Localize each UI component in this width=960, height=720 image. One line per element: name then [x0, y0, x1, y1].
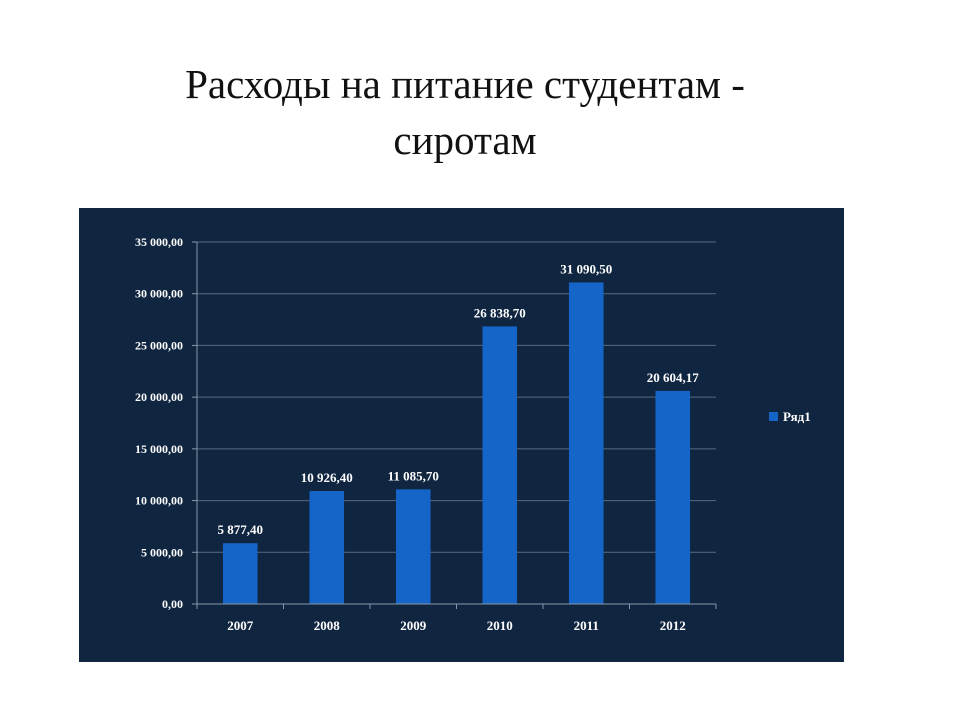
- y-tick-label: 20 000,00: [135, 390, 183, 404]
- slide-title: Расходы на питание студентам - сиротам: [0, 56, 930, 168]
- axis-layer: [192, 241, 717, 609]
- data-label: 26 838,70: [474, 305, 526, 320]
- data-label: 10 926,40: [301, 470, 353, 485]
- y-tick-label: 5 000,00: [141, 545, 183, 559]
- y-tick-label: 0,00: [162, 597, 183, 611]
- bar-chart: 0,00 5 000,00 10 000,00 15 000,00 20 000,00 2…: [135, 235, 811, 633]
- slide-title-line-1: Расходы на питание студентам -: [185, 61, 745, 107]
- legend-swatch: [769, 412, 778, 421]
- label-layer: 0,00 5 000,00 10 000,00 15 000,00 20 000,00 2…: [135, 235, 699, 633]
- bar-2012: [655, 390, 691, 604]
- x-tick-label: 2007: [227, 618, 254, 633]
- bar-2009: [395, 489, 431, 604]
- x-tick-label: 2008: [314, 618, 341, 633]
- bar-2011: [568, 282, 604, 604]
- y-tick-label: 35 000,00: [135, 235, 183, 249]
- x-tick-label: 2012: [660, 618, 686, 633]
- y-tick-label: 30 000,00: [135, 287, 183, 301]
- x-tick-label: 2010: [487, 618, 513, 633]
- x-tick-label: 2011: [574, 618, 599, 633]
- x-tick-label: 2009: [400, 618, 427, 633]
- data-label: 20 604,17: [647, 370, 700, 385]
- bar-2008: [309, 490, 345, 604]
- bar-layer: [222, 282, 691, 604]
- chart-panel: 0,00 5 000,00 10 000,00 15 000,00 20 000,00 2…: [79, 208, 844, 662]
- data-label: 11 085,70: [388, 468, 439, 483]
- data-label: 31 090,50: [560, 261, 612, 276]
- grid-layer: [197, 241, 716, 553]
- y-tick-label: 15 000,00: [135, 442, 183, 456]
- legend-label: Ряд1: [783, 409, 811, 424]
- bar-2010: [482, 326, 518, 604]
- bar-2007: [222, 543, 258, 604]
- slide-title-line-2: сиротам: [393, 117, 537, 163]
- data-label: 5 877,40: [218, 522, 264, 537]
- legend: Ряд1: [769, 409, 811, 424]
- y-tick-label: 10 000,00: [135, 494, 183, 508]
- y-tick-label: 25 000,00: [135, 338, 183, 352]
